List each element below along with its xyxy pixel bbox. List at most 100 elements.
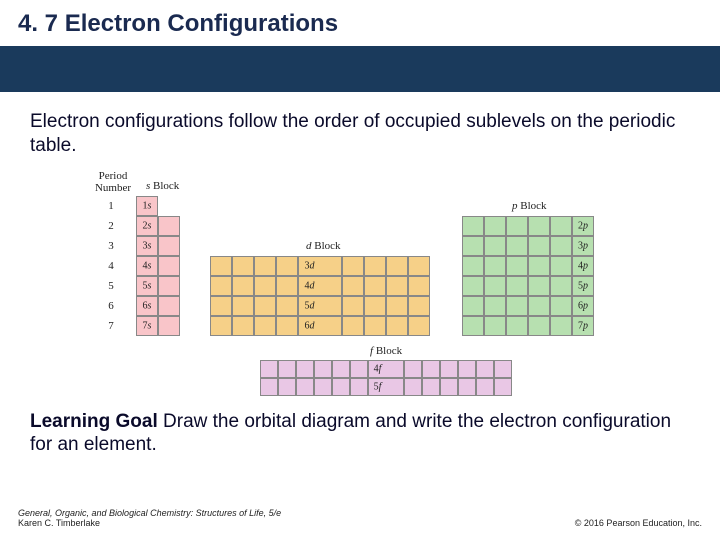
p-block-cell xyxy=(528,216,550,236)
s-block-cell: 5s xyxy=(136,276,158,296)
f-block-cell xyxy=(260,360,278,378)
f-block-cell xyxy=(440,360,458,378)
f-block-cell xyxy=(296,378,314,396)
d-block-cell xyxy=(320,276,342,296)
f-block-cell xyxy=(332,360,350,378)
p-block-cell xyxy=(528,276,550,296)
f-block-label: f Block xyxy=(370,345,402,357)
period-number-label: Period Number xyxy=(90,170,136,194)
d-block-cell xyxy=(210,296,232,316)
s-block-label: s Block xyxy=(146,180,179,192)
p-block-cell xyxy=(462,276,484,296)
d-block-cell xyxy=(232,256,254,276)
p-block-cell xyxy=(484,276,506,296)
periodic-blocks-diagram: Period Number 1234567 s Block d Block p … xyxy=(80,170,640,400)
footer: General, Organic, and Biological Chemist… xyxy=(0,508,720,528)
period-number: 3 xyxy=(104,236,118,256)
footer-left: General, Organic, and Biological Chemist… xyxy=(18,508,281,528)
p-block-cell xyxy=(484,316,506,336)
d-block-cell xyxy=(254,256,276,276)
period-numbers: 1234567 xyxy=(104,196,118,336)
p-block-cell xyxy=(550,276,572,296)
d-block-label: d Block xyxy=(306,240,341,252)
d-block-cell xyxy=(254,276,276,296)
p-block-cell xyxy=(506,276,528,296)
d-block-cell xyxy=(210,276,232,296)
f-block-cell xyxy=(458,360,476,378)
d-block-cell xyxy=(386,316,408,336)
p-block-cell xyxy=(528,256,550,276)
d-block-cell xyxy=(232,296,254,316)
f-block-cell xyxy=(494,360,512,378)
p-block-cell xyxy=(550,296,572,316)
period-number: 5 xyxy=(104,276,118,296)
d-block-cell xyxy=(232,316,254,336)
period-number: 6 xyxy=(104,296,118,316)
d-block-cell xyxy=(408,296,430,316)
learning-goal-label: Learning Goal xyxy=(30,411,158,432)
d-block-cell: 3d xyxy=(298,256,320,276)
d-block-cell xyxy=(276,316,298,336)
period-label-line1: Period xyxy=(90,170,136,182)
p-block-cell xyxy=(462,256,484,276)
p-block-cell xyxy=(462,216,484,236)
slide-title: 4. 7 Electron Configurations xyxy=(0,0,720,46)
p-block-cell xyxy=(550,316,572,336)
body-text: Electron configurations follow the order… xyxy=(0,92,720,164)
period-label-line2: Number xyxy=(90,182,136,194)
f-block-cell xyxy=(350,378,368,396)
f-block-cell xyxy=(386,378,404,396)
p-block-cell xyxy=(462,296,484,316)
d-block-cell xyxy=(320,256,342,276)
f-block-cell xyxy=(440,378,458,396)
d-block-cell xyxy=(232,276,254,296)
f-block-cell xyxy=(260,378,278,396)
f-block-cell xyxy=(458,378,476,396)
p-block-cell xyxy=(528,316,550,336)
d-block-cell xyxy=(364,296,386,316)
p-block-cell xyxy=(484,216,506,236)
d-block-cell xyxy=(276,276,298,296)
d-block-cell xyxy=(408,316,430,336)
p-block-label: p Block xyxy=(512,200,547,212)
f-block-cell xyxy=(422,378,440,396)
d-block-cell xyxy=(408,256,430,276)
s-block-cell: 7s xyxy=(136,316,158,336)
learning-goal: Learning Goal Draw the orbital diagram a… xyxy=(0,400,720,458)
d-block-cell xyxy=(386,256,408,276)
p-block-cell xyxy=(506,236,528,256)
p-block-cell: 3p xyxy=(572,236,594,256)
s-block-cell: 4s xyxy=(136,256,158,276)
d-block-cell xyxy=(254,296,276,316)
p-block-cell xyxy=(506,216,528,236)
p-block-cell xyxy=(462,316,484,336)
f-block-cell xyxy=(332,378,350,396)
d-block-cell xyxy=(386,276,408,296)
s-block-cell xyxy=(158,316,180,336)
f-block-cell xyxy=(278,360,296,378)
title-banner xyxy=(0,46,720,92)
p-block-cell xyxy=(550,256,572,276)
p-block-cell xyxy=(484,296,506,316)
p-block-cell xyxy=(506,296,528,316)
f-block-grid: 4f5f xyxy=(260,360,512,396)
d-block-cell xyxy=(364,316,386,336)
d-block-cell xyxy=(276,296,298,316)
p-block-cell xyxy=(484,236,506,256)
f-block-cell xyxy=(476,378,494,396)
period-number: 4 xyxy=(104,256,118,276)
s-block-cell xyxy=(158,216,180,236)
s-block-cell: 1s xyxy=(136,196,158,216)
d-block-cell xyxy=(320,296,342,316)
s-block-cell: 3s xyxy=(136,236,158,256)
p-block-cell xyxy=(484,256,506,276)
f-block-cell xyxy=(494,378,512,396)
d-block-cell xyxy=(210,316,232,336)
p-block-cell xyxy=(550,236,572,256)
d-block-cell xyxy=(342,276,364,296)
f-block-cell xyxy=(386,360,404,378)
d-block-cell xyxy=(210,256,232,276)
f-block-cell xyxy=(404,360,422,378)
f-block-cell xyxy=(314,378,332,396)
p-block-cell xyxy=(506,316,528,336)
